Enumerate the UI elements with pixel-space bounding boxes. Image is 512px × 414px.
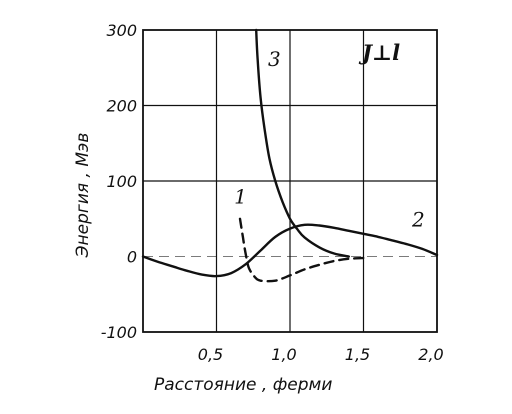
tick-labels: 300 200 100 0 -100 0,5 1,0 1,5 2,0 [101,21,444,364]
series-layer [141,28,439,283]
series-label-2: 2 [411,207,425,231]
series-label-1: 1 [234,185,247,209]
x-axis-title: Расстояние , ферми [154,375,332,395]
y-tick-label: -100 [101,323,137,342]
series-labels: 1 2 3 [234,47,425,231]
y-tick-label: 100 [106,172,137,191]
grid [143,30,437,332]
x-tick-label: 2,0 [418,345,443,364]
series-label-3: 3 [268,47,281,71]
series-line-2 [141,223,439,278]
x-tick-label: 0,5 [198,345,223,364]
plot-frame [142,29,438,333]
series-line-1 [238,217,365,283]
y-tick-label: 0 [127,248,137,267]
y-axis-title: Энергия , Мэв [73,133,93,259]
axes [142,29,438,333]
y-tick-label: 300 [106,21,137,40]
y-tick-label: 200 [106,97,137,116]
series-line-3 [255,28,350,258]
x-tick-label: 1,0 [271,345,296,364]
x-tick-label: 1,5 [345,345,370,364]
chart-annotation: J⊥l [358,40,400,65]
